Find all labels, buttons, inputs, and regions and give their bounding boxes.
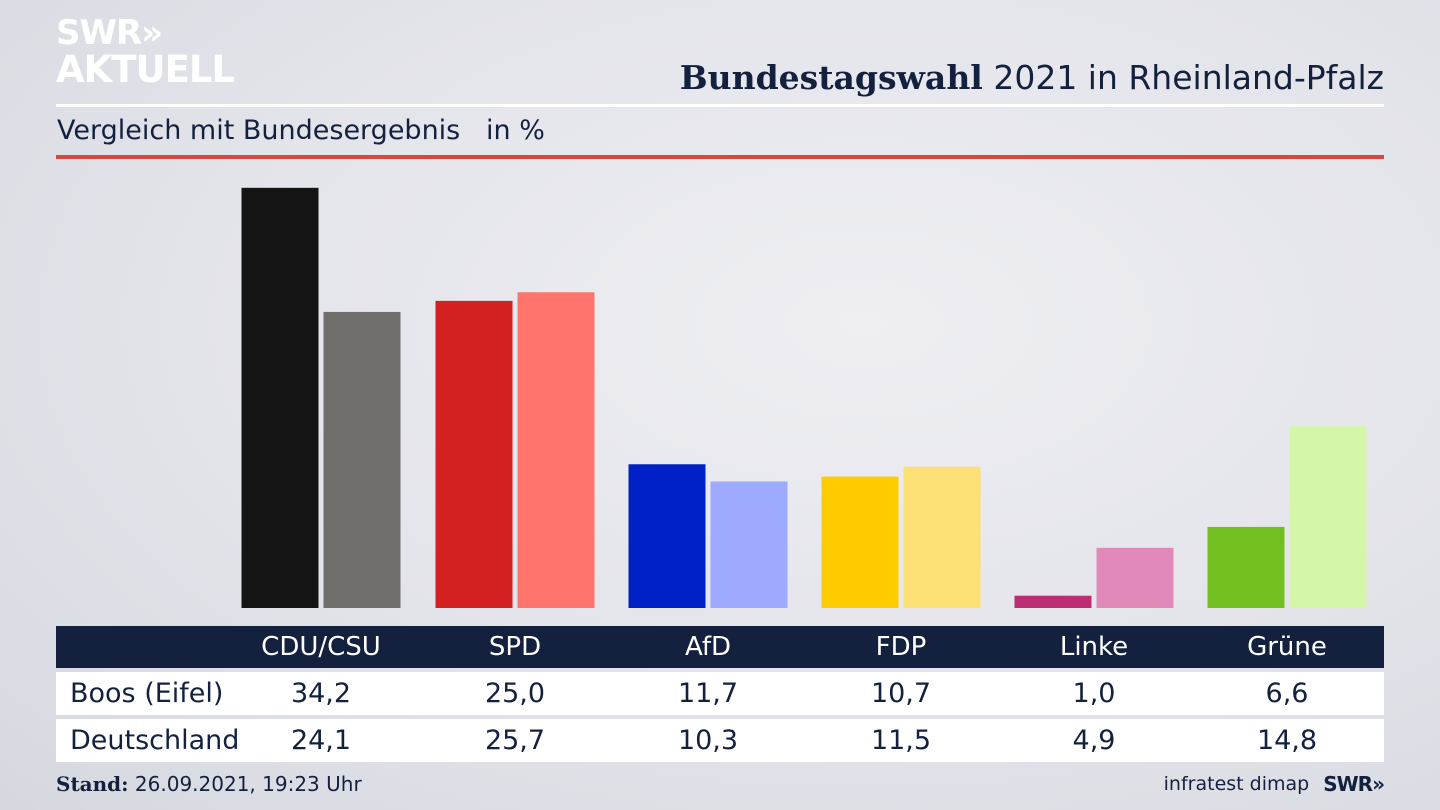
stand-label: Stand: [56, 772, 129, 796]
source-credit: infratest dimap SWR» [1163, 772, 1385, 796]
column-header: Linke [1059, 632, 1129, 662]
column-header: FDP [875, 632, 927, 662]
data-label: 1,0 [1072, 678, 1116, 709]
bar-afd-boos [628, 464, 706, 608]
bar-fdp-deutschland [903, 466, 981, 608]
page-title: Bundestagswahl 2021 in Rheinland-Pfalz [680, 58, 1384, 97]
bar-afd-deutschland [710, 481, 788, 608]
bar-linke-boos [1014, 595, 1092, 608]
bar-spd-boos [435, 300, 513, 608]
title-rest: 2021 in Rheinland-Pfalz [982, 58, 1384, 97]
column-header: Grüne [1247, 632, 1327, 662]
data-label: 34,2 [290, 678, 352, 709]
data-label: 10,3 [677, 725, 739, 756]
header-divider [56, 104, 1384, 107]
source-text: infratest dimap [1163, 773, 1310, 795]
data-label: 24,1 [290, 725, 352, 756]
bar-grüne-boos [1207, 526, 1285, 608]
logo-swr-text: SWR» [56, 13, 163, 53]
bar-linke-deutschland [1096, 547, 1174, 608]
data-label: 11,7 [677, 678, 739, 709]
bar-cdu-csu-deutschland [323, 311, 401, 608]
results-table: CDU/CSU SPD AfD FDP Linke Grüne Boos (Eifel) … [56, 626, 1384, 762]
chart-subtitle: Vergleich mit Bundesergebnis in % [57, 115, 545, 146]
data-label: 4,9 [1072, 725, 1116, 756]
bar-cdu-csu-boos [241, 187, 319, 609]
data-label: 25,0 [484, 678, 546, 709]
timestamp: Stand: 26.09.2021, 19:23 Uhr [56, 772, 362, 796]
column-header: AfD [684, 632, 732, 662]
bar-chart [241, 187, 1367, 609]
stand-value: 26.09.2021, 19:23 Uhr [128, 772, 362, 796]
data-label: 10,7 [870, 678, 932, 709]
data-label: 6,6 [1265, 678, 1309, 709]
column-header: CDU/CSU [261, 632, 381, 662]
bar-spd-deutschland [517, 292, 595, 608]
data-label: 25,7 [484, 725, 546, 756]
row-label: Boos (Eifel) [70, 678, 224, 709]
row-label: Deutschland [70, 725, 240, 756]
table-row: Boos (Eifel) 34,2 25,0 11,7 10,7 1,0 6,6 [56, 672, 1384, 715]
swr-brand-logo: SWR» [1323, 772, 1385, 796]
table-row: Deutschland 24,1 25,7 10,3 11,5 4,9 14,8 [56, 719, 1384, 762]
swr-aktuell-logo: SWR» AKTUELL [56, 13, 235, 91]
bar-grüne-deutschland [1289, 426, 1367, 608]
accent-divider [56, 155, 1384, 159]
table-header-row: CDU/CSU SPD AfD FDP Linke Grüne [56, 626, 1384, 668]
data-label: 14,8 [1256, 725, 1318, 756]
logo-aktuell-text: AKTUELL [56, 48, 235, 91]
column-header: SPD [488, 632, 542, 662]
title-bold: Bundestagswahl [679, 58, 983, 97]
bar-fdp-boos [821, 476, 899, 608]
data-label: 11,5 [870, 725, 932, 756]
